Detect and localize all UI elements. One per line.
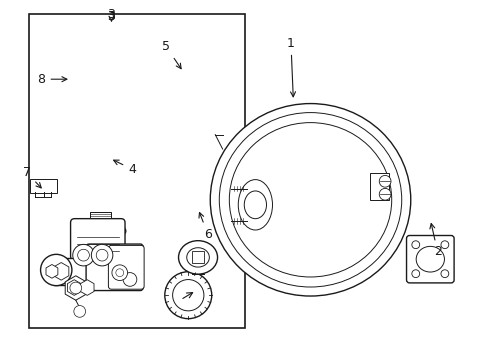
Ellipse shape <box>415 246 444 272</box>
Circle shape <box>116 269 123 276</box>
Text: 3: 3 <box>107 10 115 23</box>
Circle shape <box>411 270 419 278</box>
Text: 7: 7 <box>23 166 41 188</box>
Circle shape <box>440 241 448 249</box>
Text: 2: 2 <box>429 224 441 258</box>
Text: 8: 8 <box>38 73 67 86</box>
Text: 6: 6 <box>199 212 211 240</box>
Circle shape <box>96 249 108 261</box>
Circle shape <box>172 280 203 311</box>
Circle shape <box>70 282 81 294</box>
Circle shape <box>41 254 72 286</box>
Circle shape <box>164 272 211 319</box>
Bar <box>29 14 244 328</box>
Circle shape <box>74 306 85 317</box>
FancyBboxPatch shape <box>70 219 125 260</box>
Circle shape <box>112 265 127 280</box>
Bar <box>192 251 203 264</box>
Text: 1: 1 <box>286 37 295 97</box>
FancyBboxPatch shape <box>86 244 143 291</box>
Bar <box>54 258 121 285</box>
Text: 4: 4 <box>113 160 136 176</box>
Circle shape <box>91 244 113 266</box>
Text: 5: 5 <box>162 40 181 69</box>
FancyBboxPatch shape <box>406 235 453 283</box>
Circle shape <box>78 249 89 261</box>
Circle shape <box>411 241 419 249</box>
Circle shape <box>379 188 390 200</box>
Bar <box>370 174 388 201</box>
Circle shape <box>73 244 94 266</box>
FancyBboxPatch shape <box>108 246 144 289</box>
Text: 3: 3 <box>107 8 115 21</box>
Ellipse shape <box>178 241 217 274</box>
Ellipse shape <box>238 180 272 230</box>
Bar <box>90 211 110 218</box>
Ellipse shape <box>244 191 266 219</box>
Circle shape <box>379 175 390 187</box>
Circle shape <box>123 273 137 286</box>
Circle shape <box>440 270 448 278</box>
Ellipse shape <box>75 221 125 241</box>
Ellipse shape <box>210 104 410 296</box>
Bar <box>30 179 57 193</box>
Ellipse shape <box>229 123 391 277</box>
Text: 3: 3 <box>107 10 115 23</box>
Ellipse shape <box>186 248 209 267</box>
Ellipse shape <box>219 113 401 287</box>
